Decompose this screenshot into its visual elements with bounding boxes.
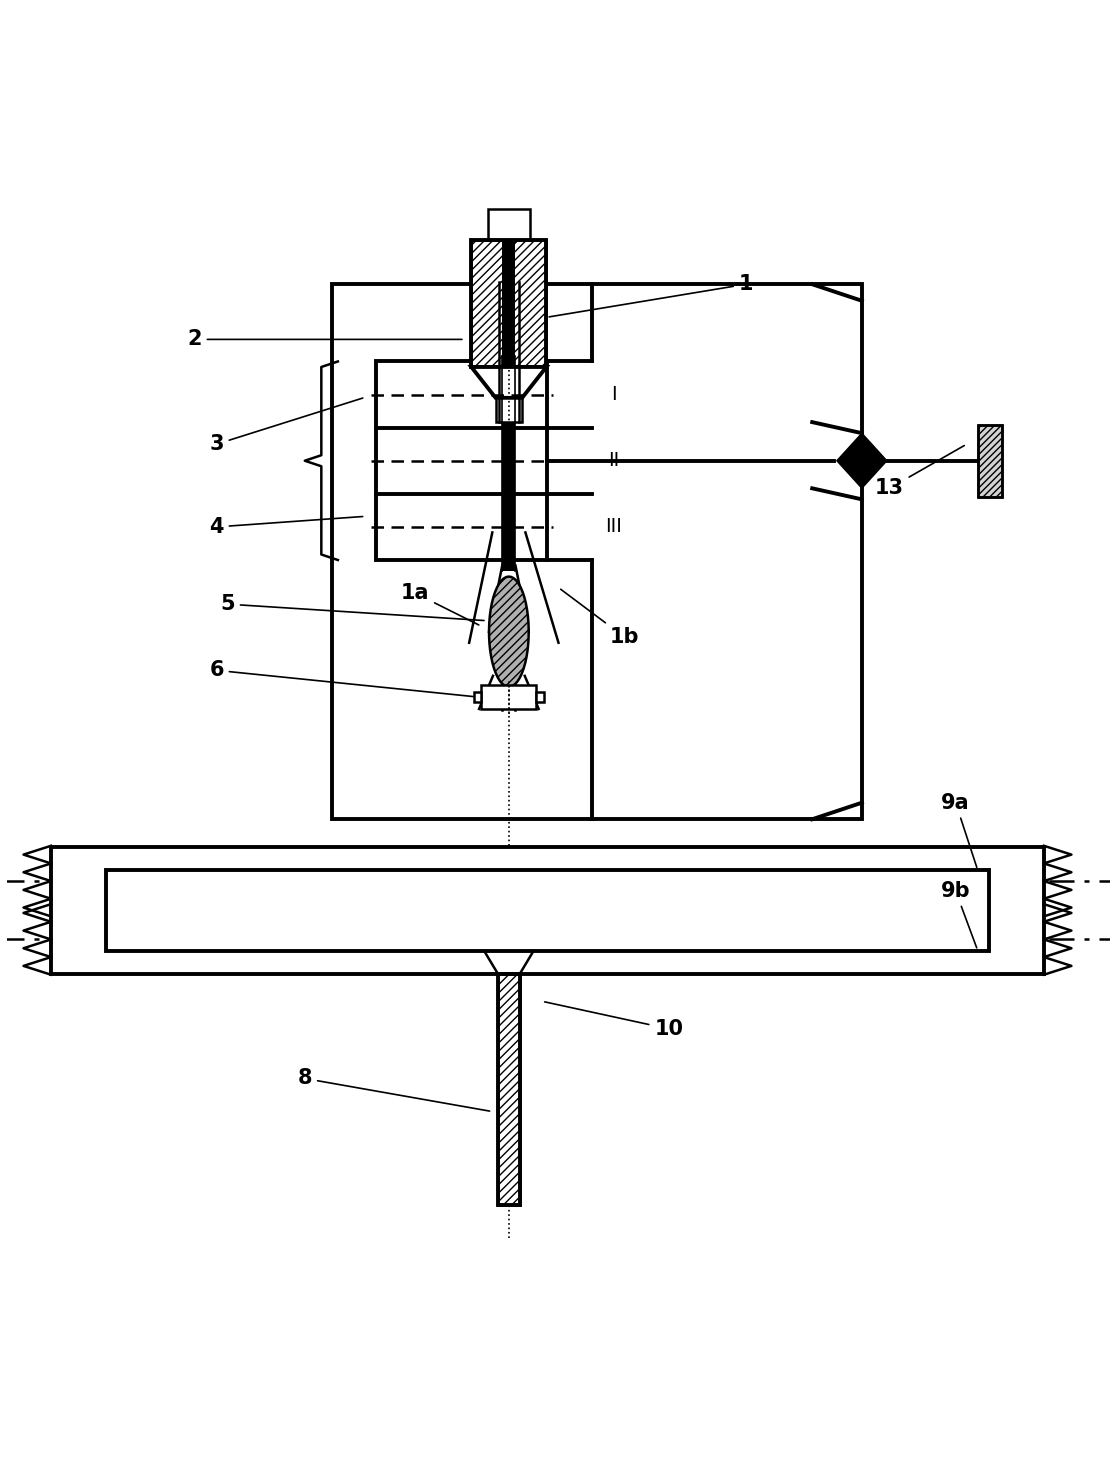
Bar: [488, 209, 529, 240]
Text: I: I: [611, 385, 617, 404]
Text: 1b: 1b: [561, 589, 639, 648]
Text: 4: 4: [209, 516, 363, 537]
Polygon shape: [471, 367, 546, 398]
Text: III: III: [605, 518, 622, 537]
Bar: [977, 425, 1002, 497]
Text: 8: 8: [297, 1069, 489, 1111]
Text: 2: 2: [188, 329, 462, 349]
Bar: [536, 692, 544, 702]
Bar: [498, 974, 519, 1205]
Bar: [51, 846, 1044, 974]
Bar: [496, 398, 522, 423]
Bar: [376, 361, 547, 560]
Bar: [503, 240, 515, 572]
Bar: [471, 240, 546, 367]
Polygon shape: [838, 434, 886, 487]
Bar: [106, 870, 989, 950]
Bar: [474, 692, 481, 702]
Text: 6: 6: [209, 661, 472, 696]
Text: 5: 5: [220, 594, 484, 620]
Text: II: II: [608, 452, 619, 471]
Text: 1: 1: [550, 275, 753, 317]
Text: 1a: 1a: [401, 583, 479, 624]
Bar: [333, 284, 862, 819]
Text: 10: 10: [545, 1001, 684, 1039]
Text: 9a: 9a: [942, 792, 977, 867]
Bar: [977, 425, 1002, 497]
Bar: [471, 240, 546, 367]
Bar: [481, 684, 536, 709]
Text: 3: 3: [209, 398, 363, 455]
Bar: [498, 974, 519, 1205]
Polygon shape: [489, 576, 528, 687]
Text: 13: 13: [875, 446, 964, 499]
Text: 9b: 9b: [941, 882, 976, 947]
